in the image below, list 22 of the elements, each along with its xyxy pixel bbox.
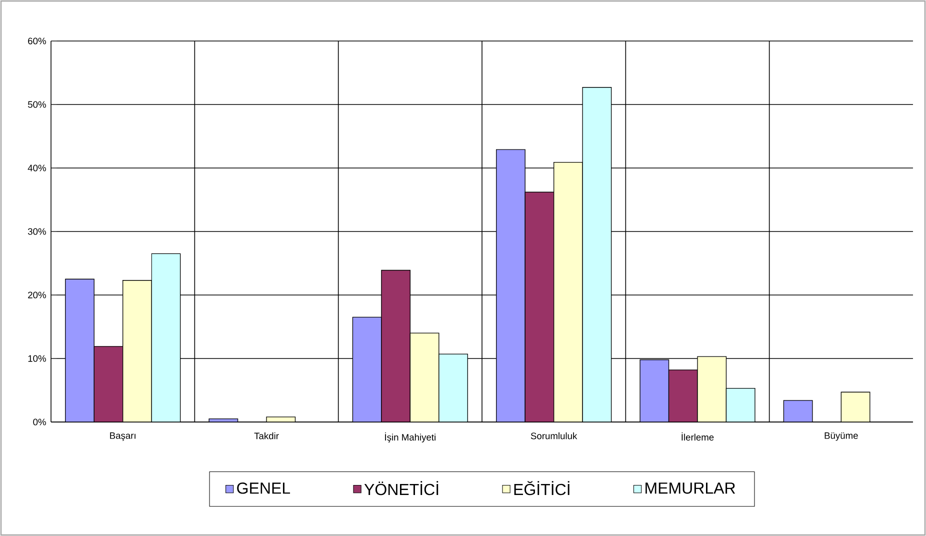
x-tick-label: Takdir <box>254 432 279 440</box>
y-tick-label: 20% <box>28 292 46 298</box>
y-tick-label: 10% <box>28 355 46 362</box>
y-tick-label: 60% <box>28 38 46 44</box>
y-tick-label: 30% <box>28 228 46 235</box>
y-tick-label: 0% <box>33 418 46 426</box>
bar <box>122 280 152 422</box>
x-tick-label: İlerleme <box>682 432 714 441</box>
x-tick-label: Sorumluluk <box>530 432 578 440</box>
bar <box>554 162 583 422</box>
y-tick-label: 50% <box>28 101 46 108</box>
bar <box>697 356 727 422</box>
x-tick-label: Büyüme <box>824 432 858 441</box>
x-tick-label: Başarı <box>110 432 136 441</box>
y-tick-label: 40% <box>28 164 46 172</box>
legend-label: YÖNETİCİ <box>364 481 438 496</box>
legend-label: EĞİTİCİ <box>514 481 570 496</box>
x-tick-label: İşin Mahiyeti <box>385 432 436 442</box>
bar <box>410 332 440 422</box>
legend-label: MEMURLAR <box>646 482 736 494</box>
legend-label: GENEL <box>237 482 290 494</box>
bar <box>840 392 870 422</box>
